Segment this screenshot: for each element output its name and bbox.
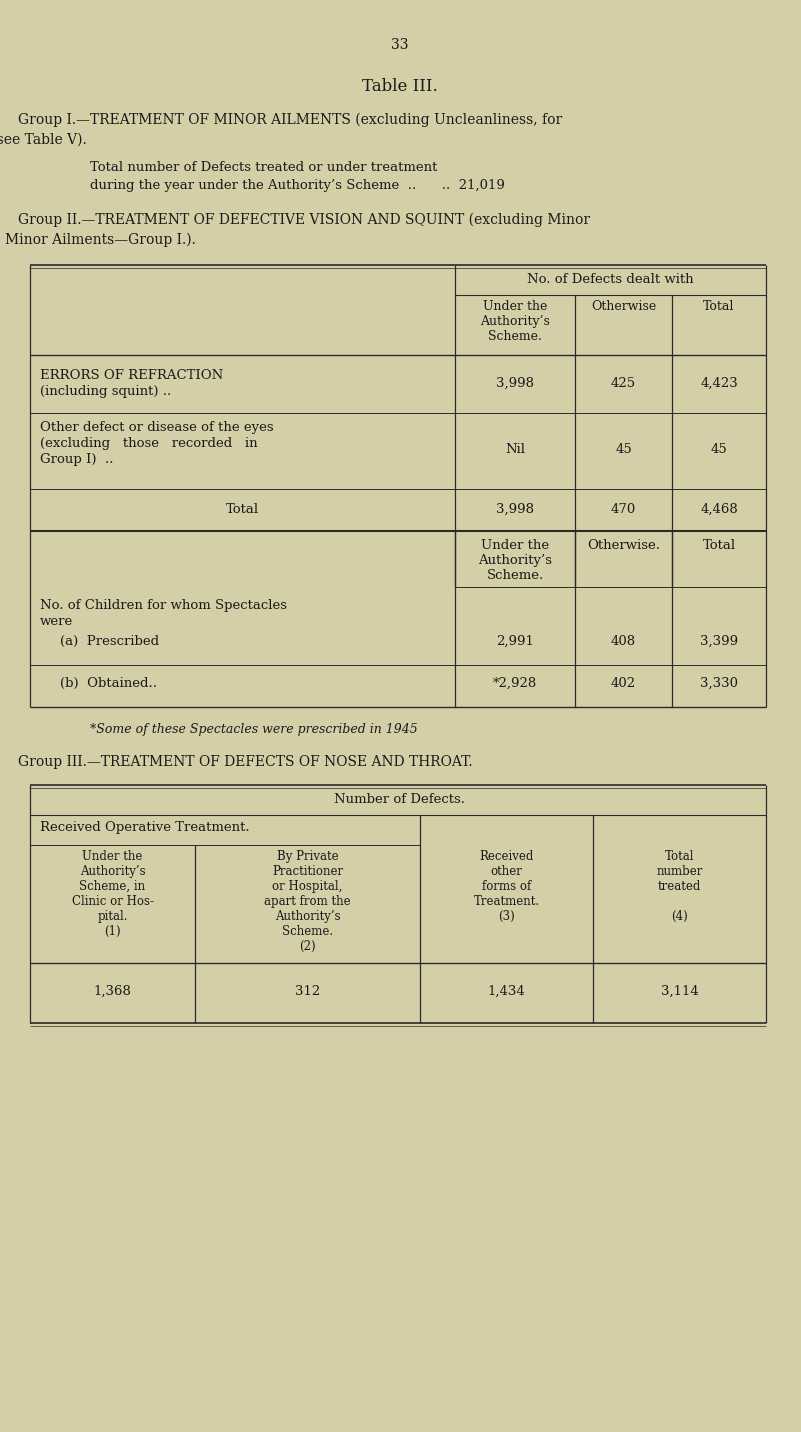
Text: 470: 470 <box>611 503 636 516</box>
Text: 3,114: 3,114 <box>661 985 698 998</box>
Text: 3,998: 3,998 <box>496 503 534 516</box>
Text: Group I)  ..: Group I) .. <box>40 453 114 465</box>
Text: 3,330: 3,330 <box>700 677 738 690</box>
Text: Other defect or disease of the eyes: Other defect or disease of the eyes <box>40 421 274 434</box>
Text: Nil: Nil <box>505 442 525 455</box>
Text: Under the
Authority’s
Scheme.: Under the Authority’s Scheme. <box>480 299 550 344</box>
Text: 402: 402 <box>611 677 636 690</box>
Text: 45: 45 <box>615 442 632 455</box>
Text: (excluding   those   recorded   in: (excluding those recorded in <box>40 437 258 450</box>
Text: *2,928: *2,928 <box>493 677 537 690</box>
Text: By Private
Practitioner
or Hospital,
apart from the
Authority’s
Scheme.
(2): By Private Practitioner or Hospital, apa… <box>264 851 351 954</box>
Text: (b)  Obtained..: (b) Obtained.. <box>60 677 157 690</box>
Text: Received
other
forms of
Treatment.
(3): Received other forms of Treatment. (3) <box>473 851 540 924</box>
Text: 1,434: 1,434 <box>488 985 525 998</box>
Text: Total: Total <box>702 538 735 551</box>
Text: 3,399: 3,399 <box>700 634 738 649</box>
Text: Table III.: Table III. <box>362 77 438 95</box>
Text: Group II.—TREATMENT OF DEFECTIVE VISION AND SQUINT (excluding Minor: Group II.—TREATMENT OF DEFECTIVE VISION … <box>18 213 590 228</box>
Text: 1,368: 1,368 <box>94 985 131 998</box>
Text: Total: Total <box>703 299 735 314</box>
Text: which see Table V).: which see Table V). <box>0 133 87 147</box>
Text: *Some of these Spectacles were prescribed in 1945: *Some of these Spectacles were prescribe… <box>90 723 418 736</box>
Text: (a)  Prescribed: (a) Prescribed <box>60 634 159 649</box>
Text: ERRORS OF REFRACTION: ERRORS OF REFRACTION <box>40 369 223 382</box>
Text: 33: 33 <box>391 39 409 52</box>
Text: No. of Defects dealt with: No. of Defects dealt with <box>527 274 694 286</box>
Text: Eye Defects treated as Minor Ailments—Group I.).: Eye Defects treated as Minor Ailments—Gr… <box>0 233 195 248</box>
Text: 45: 45 <box>710 442 727 455</box>
Text: Group I.—TREATMENT OF MINOR AILMENTS (excluding Uncleanliness, for: Group I.—TREATMENT OF MINOR AILMENTS (ex… <box>18 113 562 127</box>
Text: Under the
Authority’s
Scheme.: Under the Authority’s Scheme. <box>478 538 552 581</box>
Text: (including squint) ..: (including squint) .. <box>40 385 171 398</box>
Text: 4,468: 4,468 <box>700 503 738 516</box>
Text: during the year under the Authority’s Scheme  ..      ..  21,019: during the year under the Authority’s Sc… <box>90 179 505 192</box>
Text: Total
number
treated

(4): Total number treated (4) <box>656 851 702 924</box>
Text: 408: 408 <box>611 634 636 649</box>
Text: Total number of Defects treated or under treatment: Total number of Defects treated or under… <box>90 160 437 175</box>
Text: 425: 425 <box>611 377 636 390</box>
Text: 2,991: 2,991 <box>496 634 534 649</box>
Text: Number of Defects.: Number of Defects. <box>335 793 465 806</box>
Text: No. of Children for whom Spectacles: No. of Children for whom Spectacles <box>40 599 287 611</box>
Text: Group III.—TREATMENT OF DEFECTS OF NOSE AND THROAT.: Group III.—TREATMENT OF DEFECTS OF NOSE … <box>18 755 473 769</box>
Text: Under the
Authority’s
Scheme, in
Clinic or Hos-
pital.
(1): Under the Authority’s Scheme, in Clinic … <box>71 851 154 938</box>
Text: were: were <box>40 614 73 629</box>
Text: 4,423: 4,423 <box>700 377 738 390</box>
Text: Otherwise.: Otherwise. <box>587 538 660 551</box>
Text: Total: Total <box>226 503 259 516</box>
Text: Received Operative Treatment.: Received Operative Treatment. <box>40 821 250 833</box>
Text: 312: 312 <box>295 985 320 998</box>
Text: 3,998: 3,998 <box>496 377 534 390</box>
Text: Otherwise: Otherwise <box>591 299 656 314</box>
